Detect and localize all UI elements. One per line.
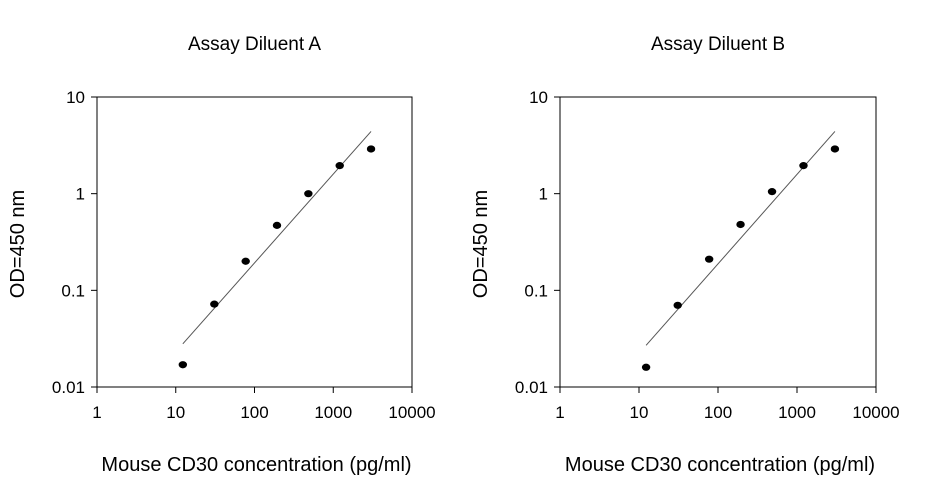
- y-tick-label: 10: [66, 88, 85, 107]
- x-tick-label: 1000: [778, 403, 816, 422]
- y-axis-label: OD=450 nm: [470, 190, 492, 298]
- data-point: [673, 301, 682, 309]
- plot-frame: [96, 96, 413, 388]
- chart-title: Assay Diluent A: [188, 34, 321, 55]
- y-tick-label: 0.01: [52, 378, 85, 397]
- y-tick-label: 1: [539, 185, 548, 204]
- data-point: [272, 221, 282, 229]
- x-tick-label: 10: [166, 403, 185, 422]
- data-point: [830, 145, 840, 153]
- data-point: [241, 257, 250, 265]
- chart-assay-diluent-a: Assay Diluent A 1 10 100 1000 10000 0.01 0.1 1 10…: [7, 34, 436, 476]
- data-point: [641, 363, 651, 371]
- x-tick-label: 10000: [852, 403, 899, 422]
- data-point: [704, 255, 714, 263]
- data-point: [304, 190, 313, 198]
- x-tick-label: 1: [555, 403, 564, 422]
- x-tick-label: 100: [240, 403, 268, 422]
- chart-title: Assay Diluent B: [651, 34, 785, 55]
- data-point: [799, 162, 808, 170]
- data-point: [366, 145, 376, 153]
- plot-frame: [559, 96, 877, 388]
- y-tick-label: 0.1: [61, 281, 85, 300]
- x-tick-label: 1000: [314, 403, 352, 422]
- x-tick-label: 1: [92, 403, 101, 422]
- x-axis-label: Mouse CD30 concentration (pg/ml): [565, 454, 875, 476]
- x-tick-label: 100: [704, 403, 732, 422]
- data-point: [210, 300, 219, 308]
- y-axis-label: OD=450 nm: [7, 190, 29, 298]
- data-point: [736, 220, 745, 229]
- y-tick-label: 10: [529, 88, 548, 107]
- y-tick-label: 0.01: [515, 378, 548, 397]
- y-tick-label: 1: [76, 185, 85, 204]
- x-tick-label: 10000: [388, 403, 435, 422]
- y-tick-label: 0.1: [524, 281, 548, 300]
- data-point: [767, 188, 777, 196]
- data-point: [335, 162, 344, 170]
- x-tick-label: 10: [630, 403, 649, 422]
- x-axis-label: Mouse CD30 concentration (pg/ml): [101, 454, 411, 476]
- chart-assay-diluent-b: Assay Diluent B 1 10 100 1000 10000 0.01 0.1 1 10…: [470, 34, 900, 476]
- data-point: [178, 361, 188, 369]
